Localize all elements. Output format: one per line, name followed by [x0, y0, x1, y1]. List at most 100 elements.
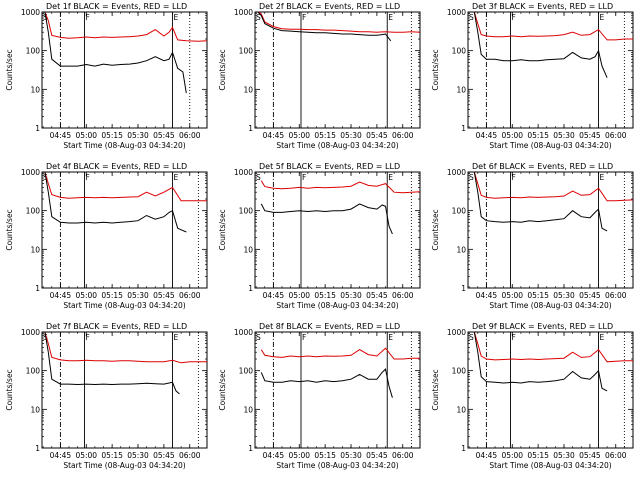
x-tick-label: 05:45	[579, 451, 601, 460]
x-axis-label: Start Time (08-Aug-03 04:34:20)	[276, 301, 398, 310]
chart-svg: Det 2f BLACK = Events, RED = LLD 1 10 100 10…	[218, 2, 421, 150]
marker-label: E	[174, 333, 179, 342]
x-axis-label: Start Time (08-Aug-03 04:34:20)	[276, 461, 398, 470]
y-tick-label: 1000	[447, 8, 466, 17]
series-line-lld	[260, 347, 420, 360]
marker-label: F	[86, 333, 90, 342]
y-tick-label: 100	[239, 207, 254, 216]
plot-frame	[254, 11, 421, 129]
y-tick-label: 100	[452, 207, 467, 216]
chart-title: Det 7f BLACK = Events, RED = LLD	[46, 322, 187, 331]
x-tick-label: 05:30	[340, 131, 362, 140]
chart-svg: Det 3f BLACK = Events, RED = LLD 1 10 100 10…	[431, 2, 634, 150]
x-tick-label: 06:00	[605, 131, 627, 140]
x-tick-label: 05:45	[153, 451, 175, 460]
marker-label: S	[469, 333, 474, 342]
chart-svg: Det 7f BLACK = Events, RED = LLD 1 10 100 10…	[5, 322, 208, 470]
x-tick-label: 05:30	[553, 451, 575, 460]
x-tick-label: 05:15	[527, 291, 549, 300]
marker-label: E	[388, 333, 393, 342]
x-tick-label: 05:30	[553, 291, 575, 300]
series-line-events	[257, 11, 392, 42]
y-tick-label: 1	[248, 284, 253, 293]
marker-label: F	[302, 173, 306, 182]
y-axis-label: Counts/sec	[431, 209, 440, 250]
x-axis-label: Start Time (08-Aug-03 04:34:20)	[63, 461, 185, 470]
y-tick-label: 1000	[234, 8, 253, 17]
chart-title: Det 4f BLACK = Events, RED = LLD	[46, 162, 187, 171]
x-tick-label: 05:30	[340, 451, 362, 460]
x-tick-label: 04:45	[476, 291, 498, 300]
x-tick-label: 05:00	[501, 131, 523, 140]
series-line-lld	[473, 331, 633, 363]
y-tick-label: 1000	[21, 328, 40, 337]
chart-svg: Det 6f BLACK = Events, RED = LLD 1 10 100 10…	[431, 162, 634, 310]
chart-panel-8: Det 8f BLACK = Events, RED = LLD 1 10 100 10…	[213, 320, 426, 480]
series-line-events	[44, 331, 180, 395]
y-tick-label: 1	[35, 444, 40, 453]
x-tick-label: 05:45	[579, 131, 601, 140]
x-tick-label: 05:30	[127, 131, 149, 140]
x-tick-label: 04:45	[263, 291, 285, 300]
series-line-events	[260, 203, 393, 235]
x-tick-label: 05:15	[527, 131, 549, 140]
y-tick-label: 100	[452, 367, 467, 376]
marker-label: E	[174, 173, 179, 182]
y-tick-label: 10	[30, 405, 40, 414]
plot-frame	[254, 171, 421, 289]
x-axis-label: Start Time (08-Aug-03 04:34:20)	[276, 141, 398, 150]
plot-frame	[254, 331, 421, 449]
plot-frame	[41, 11, 208, 129]
chart-title: Det 1f BLACK = Events, RED = LLD	[46, 2, 187, 11]
x-tick-label: 05:00	[288, 451, 310, 460]
marker-label: E	[174, 13, 179, 22]
x-axis-label: Start Time (08-Aug-03 04:34:20)	[63, 141, 185, 150]
y-tick-label: 1000	[21, 8, 40, 17]
x-tick-label: 05:00	[288, 291, 310, 300]
marker-label: S	[256, 333, 261, 342]
y-tick-label: 10	[243, 85, 253, 94]
y-tick-label: 100	[239, 47, 254, 56]
y-tick-label: 1	[248, 124, 253, 133]
chart-panel-1: Det 1f BLACK = Events, RED = LLD 1 10 100 10…	[0, 0, 213, 160]
y-tick-label: 10	[456, 405, 466, 414]
series-line-events	[473, 331, 608, 392]
chart-title: Det 2f BLACK = Events, RED = LLD	[259, 2, 400, 11]
chart-panel-2: Det 2f BLACK = Events, RED = LLD 1 10 100 10…	[213, 0, 426, 160]
y-tick-label: 1	[35, 284, 40, 293]
x-tick-label: 04:45	[476, 131, 498, 140]
x-tick-label: 05:30	[127, 291, 149, 300]
y-tick-label: 10	[456, 85, 466, 94]
series-line-events	[260, 368, 393, 398]
marker-label: E	[600, 173, 605, 182]
marker-label: E	[388, 173, 393, 182]
x-tick-label: 06:00	[179, 451, 201, 460]
chart-svg: Det 1f BLACK = Events, RED = LLD 1 10 100 10…	[5, 2, 208, 150]
chart-title: Det 3f BLACK = Events, RED = LLD	[472, 2, 613, 11]
y-tick-label: 100	[239, 367, 254, 376]
y-tick-label: 1000	[447, 168, 466, 177]
marker-label: S	[469, 13, 474, 22]
marker-label: S	[256, 173, 261, 182]
marker-label: F	[512, 13, 516, 22]
y-tick-label: 1000	[21, 168, 40, 177]
chart-title: Det 5f BLACK = Events, RED = LLD	[259, 162, 400, 171]
chart-panel-7: Det 7f BLACK = Events, RED = LLD 1 10 100 10…	[0, 320, 213, 480]
marker-label: F	[512, 173, 516, 182]
plot-frame	[467, 331, 634, 449]
chart-panel-9: Det 9f BLACK = Events, RED = LLD 1 10 100 10…	[426, 320, 639, 480]
x-axis-label: Start Time (08-Aug-03 04:34:20)	[63, 301, 185, 310]
y-axis-label: Counts/sec	[218, 369, 227, 410]
x-tick-label: 05:45	[579, 291, 601, 300]
marker-label: E	[600, 333, 605, 342]
x-tick-label: 06:00	[392, 451, 414, 460]
chart-panel-3: Det 3f BLACK = Events, RED = LLD 1 10 100 10…	[426, 0, 639, 160]
x-tick-label: 05:45	[366, 131, 388, 140]
marker-label: F	[86, 173, 90, 182]
series-line-events	[44, 171, 187, 233]
y-axis-label: Counts/sec	[5, 49, 14, 90]
y-tick-label: 100	[26, 207, 41, 216]
x-tick-label: 05:15	[101, 451, 123, 460]
chart-svg: Det 4f BLACK = Events, RED = LLD 1 10 100 10…	[5, 162, 208, 310]
x-tick-label: 05:30	[127, 451, 149, 460]
